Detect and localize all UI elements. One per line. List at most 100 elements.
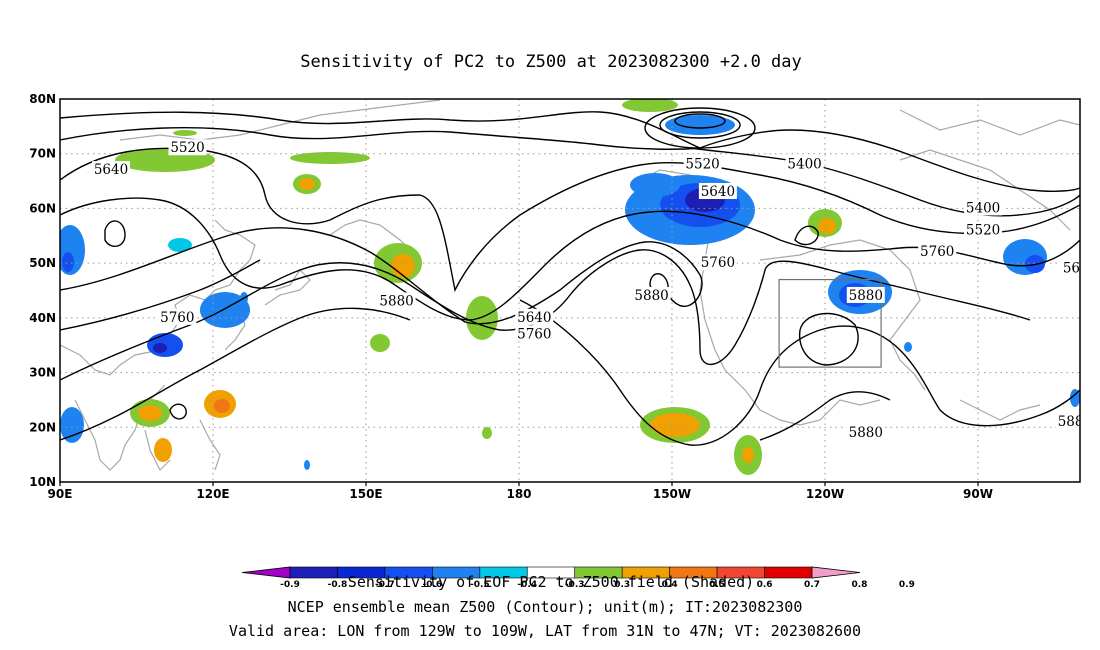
contour-label: 5640 bbox=[1063, 261, 1097, 277]
contour-label: 5880 bbox=[1058, 414, 1092, 430]
shade-blob bbox=[1070, 389, 1080, 407]
shade-blob bbox=[622, 99, 678, 112]
contour-label: 5400 bbox=[787, 157, 821, 173]
y-tick-label: 50N bbox=[29, 256, 56, 270]
z500-contours bbox=[60, 107, 1080, 446]
shade-blob bbox=[665, 115, 735, 135]
contour-label: 5880 bbox=[849, 288, 883, 304]
x-tick-label: 90E bbox=[48, 487, 73, 501]
contour-label-bg bbox=[168, 139, 207, 156]
shade-blob bbox=[904, 342, 912, 352]
colorbar-label: 0.7 bbox=[804, 580, 820, 590]
colorbar-label: 0.4 bbox=[662, 580, 678, 590]
contour-label-bg bbox=[377, 292, 416, 309]
contour-label: 5520 bbox=[685, 157, 719, 173]
contour-label: 5640 bbox=[94, 162, 128, 178]
contour-labels: 5520564057605880564057605880552056405400… bbox=[92, 139, 1097, 441]
shade-blob bbox=[290, 152, 370, 164]
contour-label-bg bbox=[158, 308, 197, 325]
footer-line-1: Sensitivity of EOF PC2 to Z500 field (Sh… bbox=[348, 573, 754, 591]
colorbar-label: -0.5 bbox=[470, 580, 490, 590]
contour-label-bg bbox=[632, 286, 671, 303]
chart-title: Sensitivity of PC2 to Z500 at 2023082300… bbox=[300, 52, 802, 72]
colorbar: -0.9 -0.8 -0.7 -0.6 -0.5 -0.4 -0.3 0.3 0.4 0.5 0.6… bbox=[241, 566, 915, 590]
colorbar-label: 0.6 bbox=[757, 580, 773, 590]
footer-line-2: NCEP ensemble mean Z500 (Contour); unit(… bbox=[288, 598, 803, 616]
shade-blob bbox=[62, 252, 74, 272]
shade-blob bbox=[650, 413, 700, 437]
contour-label-bg bbox=[698, 183, 737, 200]
contour-label: 5760 bbox=[160, 310, 194, 326]
contour-label-bg bbox=[846, 423, 885, 440]
y-tick-label: 60N bbox=[29, 201, 56, 215]
shade-blob bbox=[138, 405, 162, 421]
shade-blob bbox=[391, 254, 415, 278]
y-tick-label: 80N bbox=[29, 92, 56, 106]
shade-blob bbox=[173, 130, 197, 136]
colorbar-segment bbox=[289, 566, 338, 579]
contour-label-bg bbox=[515, 325, 554, 342]
contour-label: 5760 bbox=[920, 244, 954, 260]
valid-area-box bbox=[778, 278, 882, 368]
shade-blob bbox=[154, 438, 172, 462]
x-tick-label: 150W bbox=[653, 487, 691, 501]
coastlines bbox=[60, 99, 1080, 472]
colorbar-label: 0.3 bbox=[614, 580, 630, 590]
x-tick-label: 90W bbox=[963, 487, 993, 501]
colorbar-label: -0.7 bbox=[375, 580, 395, 590]
contour-label-bg bbox=[964, 221, 1003, 238]
shade-blob bbox=[466, 296, 498, 340]
shade-blob bbox=[214, 399, 230, 413]
contour-label-bg bbox=[92, 161, 130, 178]
colorbar-label: -0.8 bbox=[328, 580, 348, 590]
contour-label: 5880 bbox=[849, 425, 883, 441]
shade-blob bbox=[482, 427, 492, 439]
contour-label: 5760 bbox=[701, 255, 735, 271]
x-tick-label: 120W bbox=[806, 487, 844, 501]
contour-label: 5640 bbox=[517, 310, 551, 326]
colorbar-max-arrow bbox=[811, 566, 861, 579]
footer-line-3: Valid area: LON from 129W to 109W, LAT f… bbox=[229, 622, 861, 640]
colorbar-min-arrow bbox=[241, 566, 291, 579]
y-tick-label: 30N bbox=[29, 366, 56, 380]
y-tick-label: 10N bbox=[29, 475, 56, 489]
contour-label-bg bbox=[515, 308, 554, 325]
shade-blob bbox=[742, 447, 754, 463]
shade-blob bbox=[153, 343, 167, 353]
contour-label-bg bbox=[1061, 259, 1080, 276]
colorbar-label: -0.6 bbox=[423, 580, 443, 590]
contour-label: 5520 bbox=[966, 222, 1000, 238]
contour-label: 5880 bbox=[634, 288, 668, 304]
contour-label-bg bbox=[846, 286, 885, 303]
grid bbox=[60, 99, 1080, 482]
colorbar-label: -0.4 bbox=[517, 580, 537, 590]
contour-label-bg bbox=[918, 243, 957, 260]
colorbar-label: -0.9 bbox=[280, 580, 300, 590]
colorbar-label: 0.9 bbox=[899, 580, 915, 590]
colorbar-label: -0.3 bbox=[565, 580, 585, 590]
contour-label-bg bbox=[698, 254, 737, 271]
contour-label-bg bbox=[964, 199, 1003, 216]
shade-blob bbox=[370, 334, 390, 352]
plot-background bbox=[60, 99, 1080, 482]
contour-label-bg bbox=[1055, 412, 1080, 429]
x-tick-label: 150E bbox=[349, 487, 382, 501]
y-axis-ticks: 10N 20N 30N 40N 50N 60N 70N 80N bbox=[29, 92, 56, 489]
contour-label-bg bbox=[785, 155, 824, 172]
y-tick-label: 20N bbox=[29, 420, 56, 434]
contour-label: 5760 bbox=[517, 326, 551, 342]
shade-blob bbox=[304, 460, 310, 470]
x-axis-ticks: 90E120E150E180150W120W90W60W bbox=[48, 482, 993, 501]
shade-blob bbox=[630, 173, 680, 197]
colorbar-segment bbox=[764, 566, 813, 579]
shade-blob bbox=[168, 238, 192, 252]
shade-blob bbox=[818, 218, 836, 234]
plot-frame bbox=[59, 98, 1081, 483]
plot-area: 5520564057605880564057605880552056405400… bbox=[29, 92, 1097, 501]
contour-label-bg bbox=[683, 155, 722, 172]
shade-blob bbox=[299, 178, 315, 190]
x-tick-label: 120E bbox=[196, 487, 229, 501]
x-tick-label: 180 bbox=[506, 487, 531, 501]
contour-label: 5880 bbox=[379, 293, 413, 309]
